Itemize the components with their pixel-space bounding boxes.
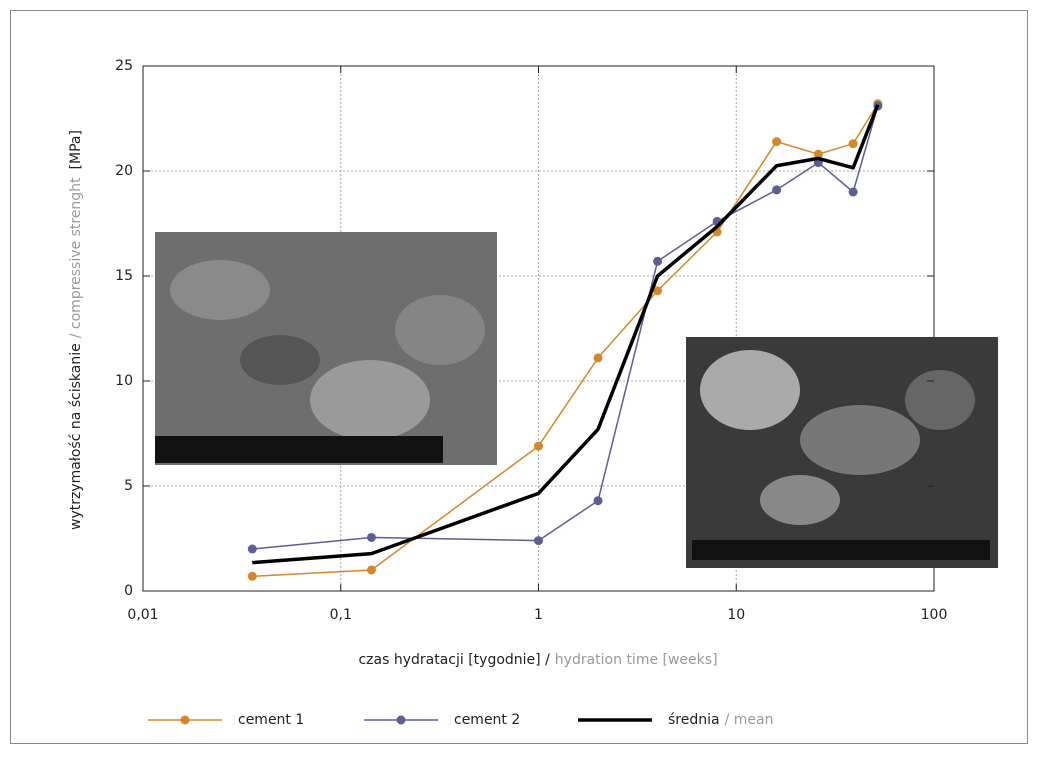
series-line [252, 103, 879, 578]
y-title-unit: [MPa] [68, 130, 84, 169]
point [653, 256, 663, 266]
legend-name: cement 1 [238, 712, 304, 728]
series-line [252, 105, 879, 550]
point [813, 149, 823, 159]
point [848, 139, 858, 149]
point [772, 137, 782, 147]
point [247, 571, 257, 581]
legend-label: cement 1 [238, 712, 304, 728]
y-tick-label: 0 [124, 583, 133, 599]
point [593, 353, 603, 363]
x-tick-label: 10 [727, 607, 745, 623]
y-title-secondary: / compressive strenght [68, 177, 84, 338]
legend-label: średnia / mean [668, 712, 773, 728]
y-tick-label: 25 [115, 58, 133, 74]
point [534, 536, 543, 546]
x-tick-label: 0,1 [330, 607, 352, 623]
y-axis-title: wytrzymałość na ściskanie / compressive s… [68, 130, 84, 530]
x-title-secondary: hydration time [weeks] [555, 652, 718, 668]
point [534, 441, 543, 451]
y-tick-label: 15 [115, 268, 133, 284]
x-tick-label: 100 [921, 607, 948, 623]
point [848, 187, 858, 197]
y-tick-label: 5 [124, 478, 133, 494]
y-tick-label: 20 [115, 163, 133, 179]
point [593, 496, 603, 506]
x-tick-label: 0,01 [127, 607, 158, 623]
legend-marker [396, 715, 406, 725]
point [653, 286, 663, 296]
micrograph-2 [686, 337, 998, 568]
point [772, 185, 782, 195]
point [366, 565, 376, 575]
legend-name: średnia [668, 712, 720, 728]
legend-name: cement 2 [454, 712, 520, 728]
micrograph-1 [155, 232, 497, 465]
x-axis-title: czas hydratacji [tygodnie] / hydration ti… [358, 652, 717, 668]
legend-label: cement 2 [454, 712, 520, 728]
legend-marker [180, 715, 190, 725]
point [247, 544, 257, 554]
y-title-main: wytrzymałość na ściskanie [68, 343, 84, 530]
x-title-main: czas hydratacji [tygodnie] / [358, 652, 550, 668]
x-tick-label: 1 [534, 607, 543, 623]
series-line [252, 104, 880, 565]
frame [10, 10, 1028, 744]
y-tick-label: 10 [115, 373, 133, 389]
legend-name-secondary: / mean [725, 712, 774, 728]
point [366, 532, 376, 542]
